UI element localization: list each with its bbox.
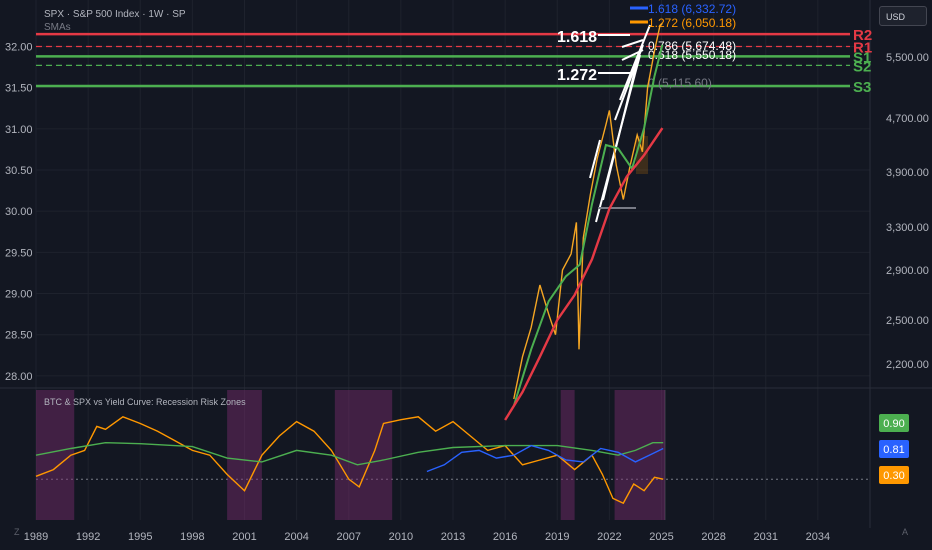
level-label-S1: S1: [853, 49, 871, 66]
fib-label-4: 0 (5,115.60): [648, 76, 712, 90]
level-label-R1: R1: [853, 39, 872, 56]
auto-scale-button[interactable]: A: [902, 527, 909, 537]
indicator-title: BTC & SPX vs Yield Curve: Recession Risk…: [44, 397, 246, 407]
x-tick-2: 1995: [128, 531, 152, 543]
series-line-2: [504, 127, 664, 421]
left-tick-5: 29.50: [5, 247, 33, 259]
level-label-R2: R2: [853, 27, 872, 44]
badge-bg-2: [879, 466, 909, 484]
fib-stroke-6: [614, 44, 644, 121]
x-tick-1: 1992: [76, 531, 100, 543]
series-line-0: [513, 22, 663, 400]
axes: 32.00 31.50 31.00 30.50 30.00 29.50 29.00 28.50…: [5, 41, 929, 543]
chart-subtitle: SMAs: [44, 22, 71, 33]
level-label-S3: S3: [853, 79, 871, 96]
fib-projection: 1.618 (6,332.72)1.272 (6,050.18) 0.786 (5…: [557, 2, 736, 223]
x-tick-13: 2028: [701, 531, 725, 543]
left-tick-1: 31.50: [5, 83, 33, 95]
left-tick-6: 29.00: [5, 289, 33, 301]
left-tick-7: 28.50: [5, 330, 33, 342]
x-tick-8: 2013: [441, 531, 465, 543]
currency-button[interactable]: USD: [879, 6, 927, 26]
recession-zone-3: [560, 390, 575, 520]
right-tick-2: 3,900.00: [886, 167, 929, 179]
left-tick-3: 30.50: [5, 165, 33, 177]
right-tick-1: 4,700.00: [886, 113, 929, 125]
badge-bg-0: [879, 414, 909, 432]
recession-zone-2: [334, 390, 393, 520]
left-tick-2: 31.00: [5, 124, 33, 136]
recession-zone-1: [227, 390, 262, 520]
series-line-1: [512, 44, 664, 407]
left-tick-8: 28.00: [5, 371, 33, 383]
badge-value-0: 0.90: [883, 418, 904, 430]
x-tick-12: 2025: [649, 531, 673, 543]
x-tick-5: 2004: [284, 531, 308, 543]
fib-stroke-1: [602, 57, 639, 201]
fib-stroke-7: [621, 49, 644, 61]
fib-label-2: 0.786 (5,674.48): [648, 39, 736, 53]
x-tick-7: 2010: [389, 531, 413, 543]
chart-title: SPX · S&P 500 Index · 1W · SP: [44, 9, 186, 20]
x-tick-15: 2034: [806, 531, 830, 543]
x-tick-0: 1989: [24, 531, 48, 543]
fib-stroke-8: [621, 39, 644, 48]
fib-label-3: 0.618 (5,550.18): [648, 48, 736, 62]
x-tick-14: 2031: [754, 531, 778, 543]
x-tick-6: 2007: [337, 531, 361, 543]
recession-zone-0: [36, 390, 75, 520]
fib-big-label-1: 1.272: [557, 67, 597, 84]
right-tick-0: 5,500.00: [886, 52, 929, 64]
fib-stroke-5: [619, 24, 651, 101]
x-tick-9: 2016: [493, 531, 517, 543]
fib-big-label-0: 1.618: [557, 29, 597, 46]
recession-zones: [36, 390, 665, 520]
indicator-line-2: [426, 444, 664, 473]
badge-value-1: 0.81: [883, 444, 904, 456]
projection-box: [636, 136, 648, 174]
indicator-line-0: [35, 416, 664, 505]
level-label-S2: S2: [853, 58, 871, 75]
right-tick-3: 3,300.00: [886, 222, 929, 234]
fib-stroke-2: [589, 139, 601, 179]
x-tick-10: 2019: [545, 531, 569, 543]
badge-value-2: 0.30: [883, 470, 904, 482]
fib-label-1: 1.272 (6,050.18): [648, 16, 736, 30]
x-tick-11: 2022: [597, 531, 621, 543]
x-tick-4: 2001: [232, 531, 256, 543]
left-tick-0: 32.00: [5, 41, 33, 53]
logo-icon[interactable]: Z: [14, 527, 20, 537]
fib-label-0: 1.618 (6,332.72): [648, 2, 736, 16]
indicator-badges: 0.90 0.81 0.30: [879, 414, 909, 484]
right-tick-4: 2,900.00: [886, 265, 929, 277]
indicator-series: [35, 416, 664, 505]
x-tick-3: 1998: [180, 531, 204, 543]
left-tick-4: 30.00: [5, 206, 33, 218]
badge-bg-1: [879, 440, 909, 458]
right-tick-6: 2,200.00: [886, 359, 929, 371]
main-series: [504, 22, 664, 421]
right-tick-5: 2,500.00: [886, 315, 929, 327]
indicator-line-1: [35, 441, 664, 466]
